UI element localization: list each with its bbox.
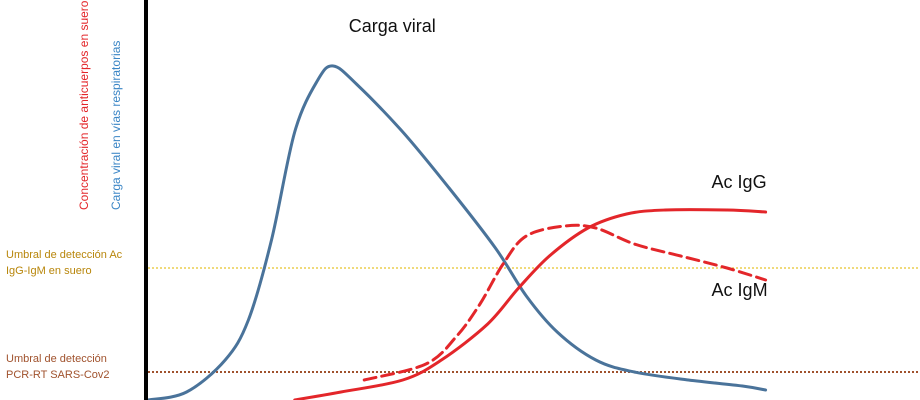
- y-axis-labels: Concentración de anticuerpos en suero Car…: [77, 0, 123, 210]
- threshold-label-1: Umbral de detección Ac IgG-IgM en suero: [6, 249, 123, 277]
- threshold-label-line-2: IgG-IgM en suero: [6, 265, 92, 277]
- threshold-label-line-1: Umbral de detección: [6, 353, 107, 365]
- label-ac-igg: Ac IgG: [712, 172, 767, 192]
- thresholds: Umbral de detección Ac IgG-IgM en sueroUm…: [6, 249, 920, 381]
- series: [146, 64, 768, 400]
- label-carga-viral: Carga viral: [349, 16, 436, 36]
- curve-labels: Carga viral Ac IgG Ac IgM: [349, 16, 768, 300]
- label-ac-igm: Ac IgM: [712, 280, 768, 300]
- y-axis-label-1: Concentración de anticuerpos en suero: [77, 0, 91, 210]
- series-line-ac-igm: [362, 223, 768, 382]
- threshold-label-line-2: PCR-RT SARS-Cov2: [6, 369, 110, 381]
- series-line-ac-igg: [293, 208, 768, 400]
- series-line-carga-viral: [146, 64, 768, 400]
- y-axis-label-2: Carga viral en vías respiratorias: [109, 41, 123, 210]
- threshold-label-2: Umbral de detección PCR-RT SARS-Cov2: [6, 353, 110, 381]
- threshold-label-line-1: Umbral de detección Ac: [6, 249, 123, 261]
